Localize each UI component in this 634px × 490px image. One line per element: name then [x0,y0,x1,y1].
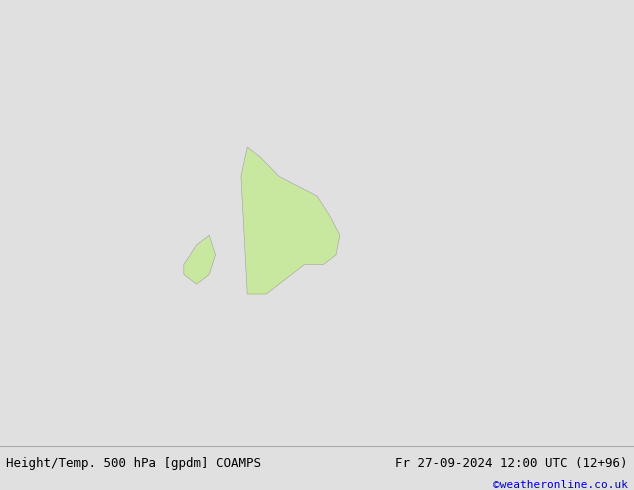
Text: ©weatheronline.co.uk: ©weatheronline.co.uk [493,480,628,490]
Text: Height/Temp. 500 hPa [gpdm] COAMPS: Height/Temp. 500 hPa [gpdm] COAMPS [6,457,261,470]
Text: Fr 27-09-2024 12:00 UTC (12+96): Fr 27-09-2024 12:00 UTC (12+96) [395,457,628,470]
Polygon shape [184,235,216,284]
Polygon shape [241,147,340,294]
